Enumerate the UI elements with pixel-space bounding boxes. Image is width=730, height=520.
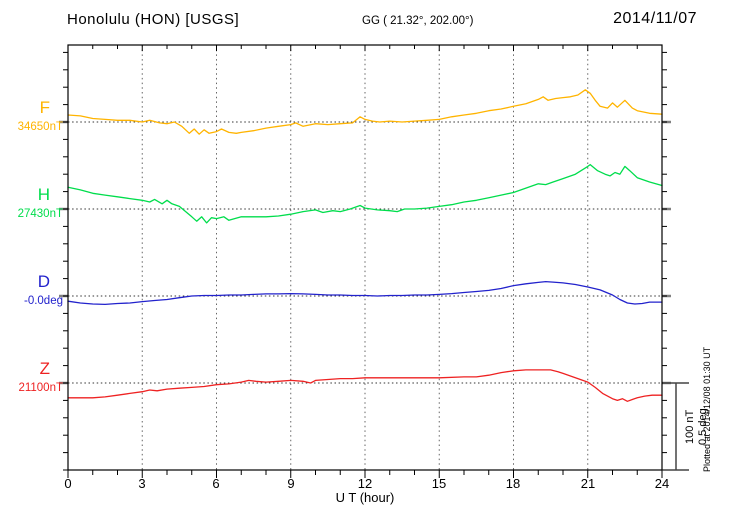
x-tick-label: 21 [580,476,596,491]
station-title: Honolulu (HON) [USGS] [67,11,240,28]
trace-baseline-value-f: 34650nT [17,121,63,133]
trace-baseline-value-z: 21100nT [18,382,63,394]
trace-letter-z: Z [39,359,50,378]
trace-label-f: F 34650nT [0,99,63,134]
x-tick-label: 9 [287,476,295,491]
x-tick-label: 15 [431,476,447,491]
trace-baseline-value-d: -0.0deg [23,295,63,307]
trace-letter-h: H [37,185,50,204]
x-tick-label: 18 [505,476,521,491]
x-axis-title: U T (hour) [335,490,395,505]
trace-letter-d: D [37,272,50,291]
x-tick-label: 24 [654,476,670,491]
trace-letter-f: F [39,98,50,117]
plot-timestamp: Plotted at 2014/12/08 01:30 UT [702,346,712,472]
trace-label-d: D -0.0deg [0,273,63,308]
trace-label-z: Z 21100nT [0,360,63,395]
x-tick-label: 0 [64,476,72,491]
trace-baseline-value-h: 27430nT [17,208,63,220]
geographic-coords: GG ( 21.32°, 202.00°) [362,15,474,27]
x-tick-label: 12 [357,476,373,491]
x-tick-label: 6 [212,476,220,491]
trace-label-h: H 27430nT [0,186,63,221]
scalebar-label-nt: 100 nT [684,409,696,445]
plot-date: 2014/11/07 [613,10,697,27]
x-tick-label: 3 [138,476,146,491]
